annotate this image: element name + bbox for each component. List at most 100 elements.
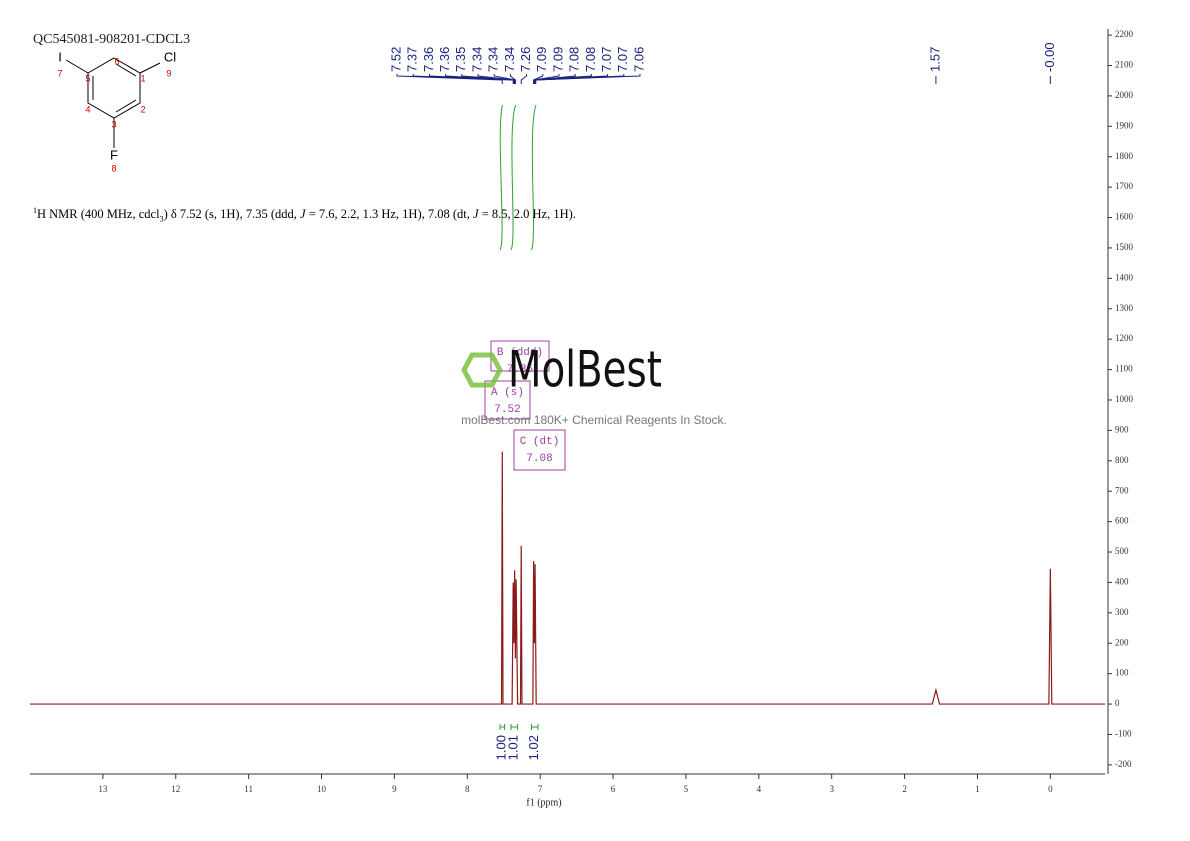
peak-connector <box>509 74 516 84</box>
multiplet-box <box>513 429 566 471</box>
peak-label: 7.36 <box>437 47 452 72</box>
peak-label: 7.34 <box>486 47 501 72</box>
atom-number: 5 <box>85 73 90 83</box>
y-tick-label: 800 <box>1115 455 1129 465</box>
integral-curve <box>510 104 517 251</box>
double-bond <box>115 63 137 77</box>
peak-label: 7.06 <box>631 47 646 72</box>
atom-number: 9 <box>166 68 171 78</box>
peak-label: 7.08 <box>583 47 598 72</box>
integral-bracket <box>510 724 519 730</box>
y-tick-label: 1200 <box>1115 333 1134 343</box>
integral-bracket <box>499 724 505 730</box>
atom-label: F <box>110 147 118 162</box>
x-tick-label: 8 <box>465 784 470 794</box>
atom-label: I <box>58 49 62 64</box>
text: = 7.6, 2.2, 1.3 Hz, 1H), 7.08 (dt, <box>305 207 474 222</box>
peak-label: 7.07 <box>599 47 614 72</box>
x-tick-label: 9 <box>392 784 397 794</box>
multiplet-name: B (ddd) <box>497 347 543 359</box>
peak-connector <box>534 74 625 84</box>
x-tick-label: 1 <box>975 784 980 794</box>
text: J <box>473 207 479 222</box>
multiplet-shift: 7.08 <box>526 453 552 465</box>
text: 1 <box>33 206 37 215</box>
y-tick-label: 1500 <box>1115 242 1134 252</box>
x-tick-label: 12 <box>171 784 180 794</box>
y-tick-label: 2200 <box>1115 29 1134 39</box>
peak-connector <box>445 74 515 84</box>
text: ) δ 7.52 (s, 1H), 7.35 (ddd, <box>163 207 300 222</box>
peak-connector <box>533 74 560 84</box>
integral-label: 1.00 <box>494 735 509 760</box>
peak-label: 7.34 <box>502 47 517 72</box>
peak-connector <box>535 74 641 84</box>
x-tick-label: 7 <box>538 784 543 794</box>
multiplet-shift: 7.52 <box>494 404 520 416</box>
y-tick-label: 100 <box>1115 668 1129 678</box>
ring <box>87 57 141 119</box>
peak-label: 7.37 <box>405 47 420 72</box>
bond <box>65 59 89 74</box>
watermark: MolBest molBest.com 180K+ Chemical Reage… <box>461 341 727 428</box>
multiplet-name: C (dt) <box>520 436 560 448</box>
x-tick-label: 6 <box>611 784 616 794</box>
integral-label: 1.02 <box>526 735 541 760</box>
x-tick-label: 11 <box>244 784 253 794</box>
nmr-description: 1H NMR (400 MHz, cdcl3) δ 7.52 (s, 1H), … <box>33 202 603 228</box>
peak-label: 7.34 <box>469 47 484 72</box>
text: H NMR (400 MHz, cdcl <box>37 207 160 222</box>
text: 3 <box>159 214 164 224</box>
atom-number: 1 <box>140 73 145 83</box>
y-tick-label: 900 <box>1115 424 1129 434</box>
x-axis-label: f1 (ppm) <box>526 797 561 808</box>
y-tick-label: 2000 <box>1115 90 1134 100</box>
y-tick-label: 200 <box>1115 637 1129 647</box>
peak-connector <box>396 74 503 84</box>
peak-label: -0.00 <box>1042 42 1057 72</box>
y-tick-label: 400 <box>1115 576 1129 586</box>
atom-number: 6 <box>114 56 119 66</box>
atom-label: Cl <box>164 49 176 64</box>
x-tick-label: 10 <box>317 784 327 794</box>
peak-label: 7.07 <box>615 47 630 72</box>
y-tick-label: 500 <box>1115 546 1129 556</box>
peak-label: 7.08 <box>567 47 582 72</box>
y-tick-label: 1400 <box>1115 272 1134 282</box>
y-tick-label: 700 <box>1115 485 1129 495</box>
logo-icon <box>461 352 503 388</box>
bond <box>139 62 161 74</box>
x-tick-label: 13 <box>98 784 108 794</box>
y-tick-label: 300 <box>1115 607 1129 617</box>
peak-label: 7.35 <box>453 47 468 72</box>
logo-text: MolBest <box>508 341 662 399</box>
integral-label: 1.01 <box>506 735 521 760</box>
x-tick-label: 3 <box>829 784 834 794</box>
multiplet-box <box>484 380 531 420</box>
peak-label: 7.09 <box>534 47 549 72</box>
y-tick-label: 1700 <box>1115 181 1134 191</box>
watermark-text: molBest.com 180K+ Chemical Reagents In S… <box>461 413 727 427</box>
y-tick-label: 1900 <box>1115 120 1134 130</box>
x-tick-label: 4 <box>757 784 762 794</box>
y-tick-label: 1100 <box>1115 364 1133 374</box>
integral-bracket <box>530 724 539 730</box>
x-tick-label: 0 <box>1048 784 1053 794</box>
y-tick-label: 0 <box>1115 698 1120 708</box>
text: J <box>300 207 306 222</box>
double-bond <box>115 99 137 113</box>
atom-number: 4 <box>85 104 90 114</box>
x-tick-label: 5 <box>684 784 689 794</box>
multiplet-name: A (s) <box>491 387 524 399</box>
y-tick-label: 1000 <box>1115 394 1134 404</box>
multiplet-shift: 7.35 <box>507 364 533 376</box>
y-tick-label: -100 <box>1115 729 1132 739</box>
peak-label: 7.09 <box>550 47 565 72</box>
atom-number: 3 <box>111 119 116 129</box>
x-tick-label: 2 <box>902 784 907 794</box>
y-tick-label: 1300 <box>1115 303 1134 313</box>
text: = 8.5, 2.0 Hz, 1H). <box>478 207 576 222</box>
integral-curve <box>499 104 503 251</box>
